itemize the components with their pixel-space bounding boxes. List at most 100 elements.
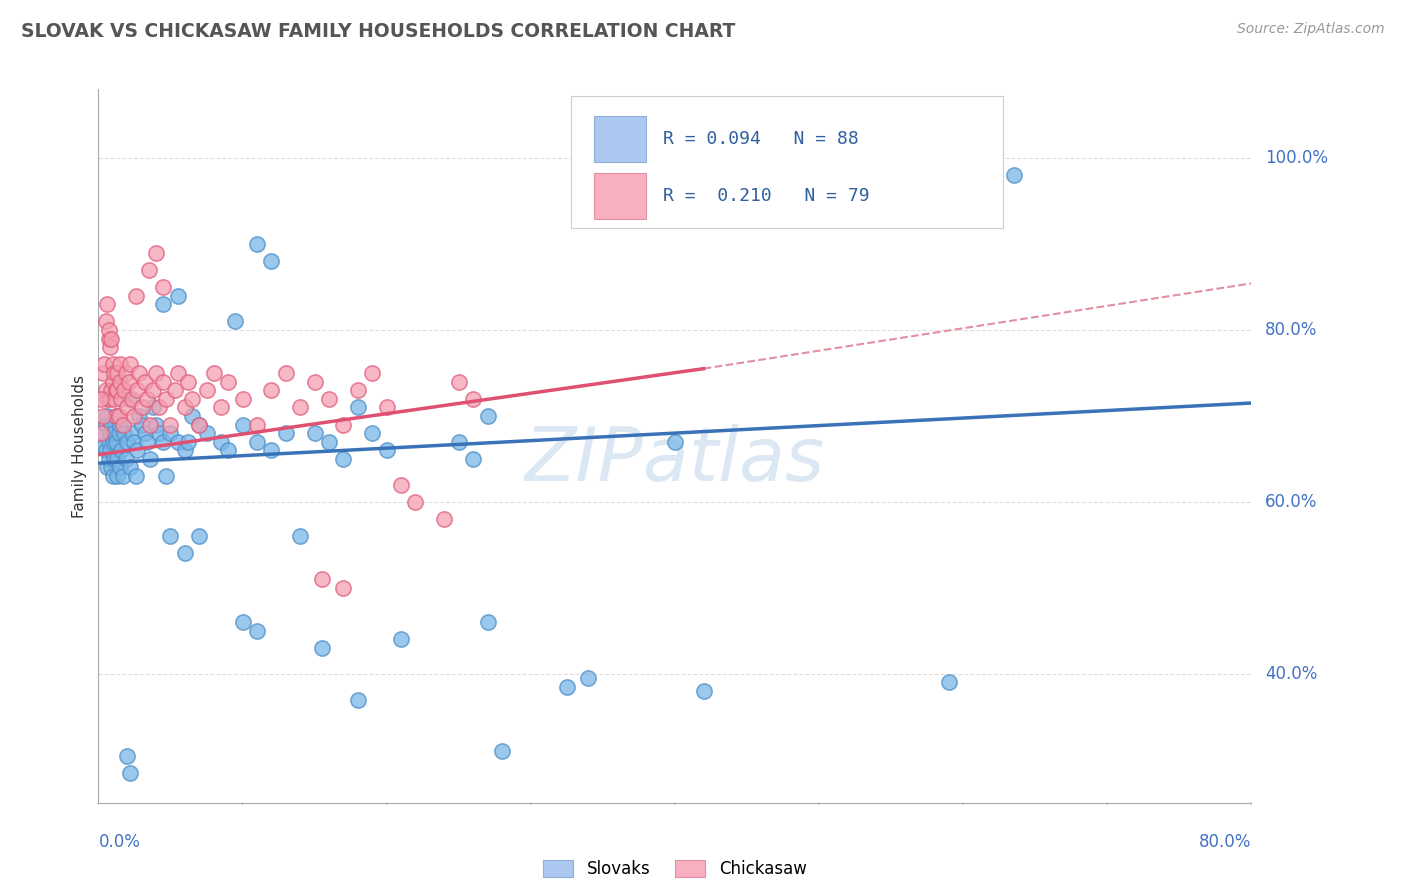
Point xyxy=(148,426,170,441)
Point xyxy=(491,744,513,758)
Point xyxy=(104,409,127,423)
Point xyxy=(148,401,170,415)
Point xyxy=(174,401,197,415)
Point xyxy=(97,332,120,346)
Point xyxy=(145,417,167,432)
Point xyxy=(139,417,162,432)
Point xyxy=(108,375,131,389)
Point xyxy=(177,434,200,449)
Point xyxy=(159,529,181,543)
Point xyxy=(94,443,117,458)
Point xyxy=(246,434,269,449)
Point xyxy=(103,366,125,380)
Point xyxy=(104,383,127,397)
Legend: Slovaks, Chickasaw: Slovaks, Chickasaw xyxy=(537,854,813,885)
Point xyxy=(112,383,135,397)
Point xyxy=(139,451,162,466)
Point xyxy=(174,546,197,560)
Point xyxy=(100,417,122,432)
Point xyxy=(108,460,131,475)
Point xyxy=(117,401,138,415)
Point xyxy=(96,297,118,311)
Point xyxy=(121,426,143,441)
Point xyxy=(246,236,269,251)
Text: ZIPatlas: ZIPatlas xyxy=(524,425,825,496)
Point xyxy=(361,426,384,441)
Point xyxy=(166,434,188,449)
Point xyxy=(100,332,122,346)
Point xyxy=(111,417,134,432)
Point xyxy=(91,409,114,423)
Point xyxy=(246,417,269,432)
Point xyxy=(447,375,470,389)
Point xyxy=(114,366,136,380)
Point xyxy=(120,460,142,475)
Point xyxy=(97,451,120,466)
Point xyxy=(188,417,211,432)
Point xyxy=(231,417,254,432)
Point xyxy=(346,383,368,397)
Point xyxy=(152,434,174,449)
Point xyxy=(361,366,384,380)
Point xyxy=(110,443,132,458)
Point xyxy=(94,314,117,328)
Point xyxy=(96,460,118,475)
Point xyxy=(405,495,427,509)
Point xyxy=(159,417,181,432)
Text: Source: ZipAtlas.com: Source: ZipAtlas.com xyxy=(1237,22,1385,37)
FancyBboxPatch shape xyxy=(595,173,647,219)
Point xyxy=(90,392,112,406)
Point xyxy=(118,375,141,389)
Point xyxy=(101,469,124,483)
Point xyxy=(188,529,211,543)
Point xyxy=(477,615,499,630)
Point xyxy=(311,572,333,586)
Point xyxy=(98,340,121,354)
Point xyxy=(107,409,129,423)
Point xyxy=(461,392,484,406)
Point xyxy=(217,443,239,458)
Point xyxy=(152,297,174,311)
Point xyxy=(578,671,600,685)
Point xyxy=(332,417,354,432)
Point xyxy=(125,469,148,483)
Point xyxy=(110,392,132,406)
Point xyxy=(224,314,246,328)
Point xyxy=(125,288,148,302)
Y-axis label: Family Households: Family Households xyxy=(72,375,87,517)
Text: 60.0%: 60.0% xyxy=(1265,493,1317,511)
Point xyxy=(145,366,167,380)
Text: 40.0%: 40.0% xyxy=(1265,665,1317,683)
Point xyxy=(195,426,218,441)
Point xyxy=(127,443,149,458)
Text: 0.0%: 0.0% xyxy=(98,833,141,851)
Text: R = 0.094   N = 88: R = 0.094 N = 88 xyxy=(664,130,859,148)
Point xyxy=(134,426,156,441)
Point xyxy=(124,409,146,423)
Point xyxy=(142,401,165,415)
Point xyxy=(195,383,218,397)
Point xyxy=(98,426,121,441)
Point xyxy=(318,392,340,406)
Point xyxy=(318,434,340,449)
Point xyxy=(100,383,122,397)
Point xyxy=(142,383,165,397)
Point xyxy=(96,392,118,406)
Point xyxy=(304,375,326,389)
Point xyxy=(304,426,326,441)
Point xyxy=(177,375,200,389)
Point xyxy=(217,375,239,389)
Point xyxy=(188,417,211,432)
Point xyxy=(136,434,159,449)
Point xyxy=(120,357,142,371)
Point xyxy=(131,401,153,415)
Point xyxy=(105,383,128,397)
Point xyxy=(103,451,125,466)
Point xyxy=(1002,168,1025,182)
Point xyxy=(120,765,142,780)
Point xyxy=(181,392,204,406)
FancyBboxPatch shape xyxy=(595,116,647,162)
Point xyxy=(375,443,398,458)
Point xyxy=(290,401,312,415)
Point xyxy=(375,401,398,415)
